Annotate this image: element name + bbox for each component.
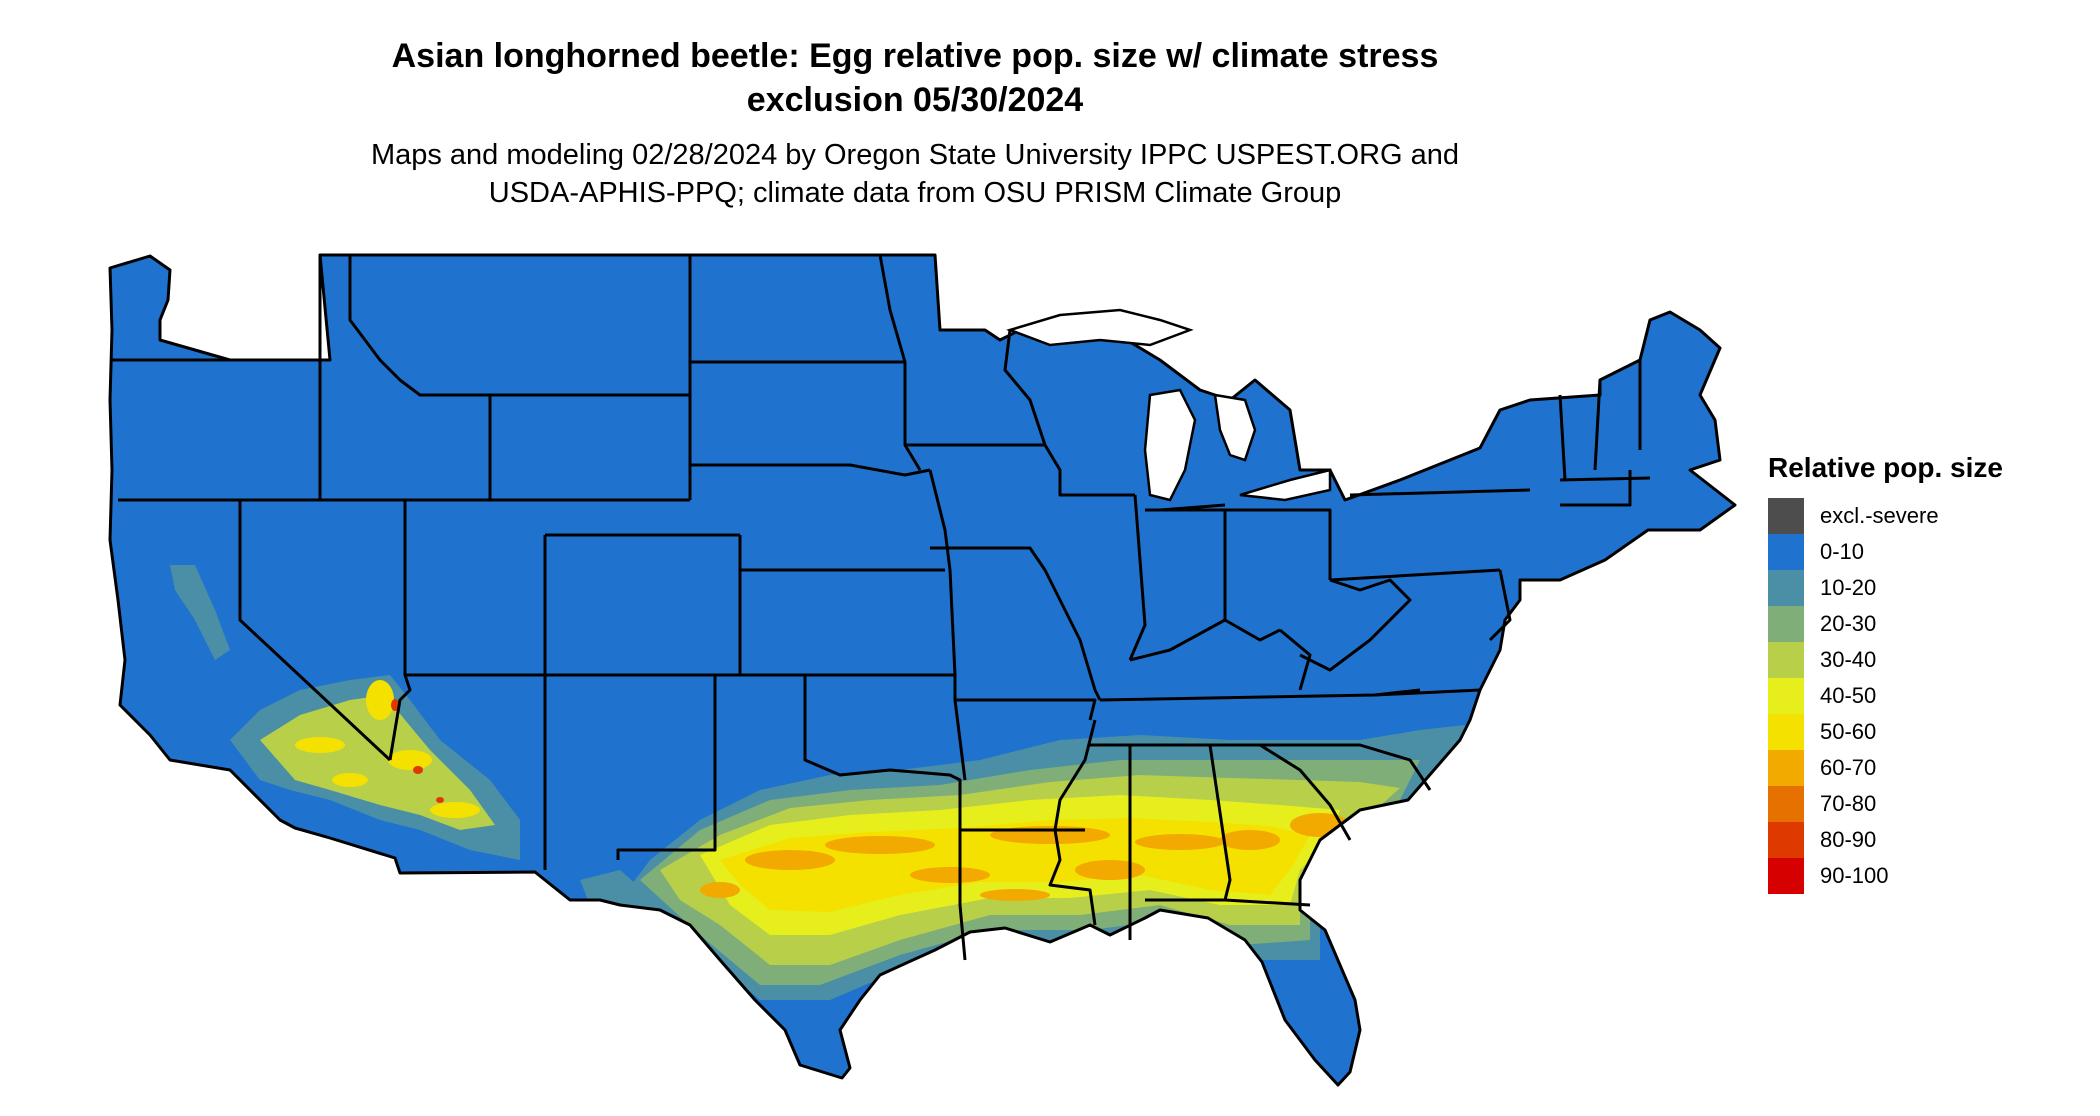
border-pa-ny <box>1349 488 1531 497</box>
border-ca-nv <box>238 500 392 762</box>
border-ma-south <box>1559 476 1651 482</box>
legend-item-70-80: 70-80 <box>1768 786 2003 822</box>
legend-swatch <box>1768 570 1804 606</box>
state-boundaries <box>108 253 1737 1087</box>
border-ky-east <box>1279 628 1312 691</box>
legend-items: excl.-severe 0-10 10-20 20-30 30-40 40-5… <box>1768 498 2003 894</box>
band-50-60-southwest-patches <box>295 680 480 818</box>
legend: Relative pop. size excl.-severe 0-10 10-… <box>1768 452 2003 894</box>
us-outline <box>108 253 1737 1087</box>
border-ks-mo <box>928 469 967 781</box>
border-ny-vt <box>1558 394 1567 481</box>
border-la-tx <box>958 830 967 961</box>
legend-label: 20-30 <box>1820 611 1877 636</box>
legend-swatch <box>1768 714 1804 750</box>
legend-swatch <box>1768 678 1804 714</box>
border-nc-sc <box>1300 743 1432 791</box>
legend-swatch <box>1768 750 1804 786</box>
legend-label: 30-40 <box>1820 647 1877 672</box>
border-ia-mo <box>930 546 1047 571</box>
great-lakes <box>1006 308 1332 502</box>
legend-label: 80-90 <box>1820 827 1877 852</box>
border-mi-oh <box>1159 503 1226 512</box>
legend-item-30-40: 30-40 <box>1768 642 2003 678</box>
legend-swatch <box>1768 534 1804 570</box>
legend-item-50-60: 50-60 <box>1768 714 2003 750</box>
legend-item-40-50: 40-50 <box>1768 678 2003 714</box>
map-subtitle-line-2: USDA-APHIS-PPQ; climate data from OSU PR… <box>488 177 1342 209</box>
border-ga-sc <box>1259 743 1352 841</box>
border-ct-ri <box>1560 470 1632 507</box>
border-va-nc <box>1374 688 1481 697</box>
border-ok-tx <box>715 673 962 905</box>
band-20-30-california-valley <box>170 565 230 660</box>
climate-bands <box>170 565 1470 1000</box>
border-nd-mn <box>878 254 922 471</box>
lake-huron <box>1213 393 1257 462</box>
map-title: Asian longhorned beetle: Egg relative po… <box>0 34 1830 122</box>
legend-item-excl-severe: excl.-severe <box>1768 498 2003 534</box>
lake-superior <box>1006 308 1194 347</box>
band-80-90-southwest-patches <box>391 699 444 803</box>
legend-label: 40-50 <box>1820 683 1877 708</box>
border-md-de <box>1488 569 1512 642</box>
map-subtitle: Maps and modeling 02/28/2024 by Oregon S… <box>0 136 1830 212</box>
legend-item-80-90: 80-90 <box>1768 822 2003 858</box>
border-il-in <box>1128 494 1147 661</box>
border-al-ga <box>1208 744 1232 901</box>
legend-title: Relative pop. size <box>1768 452 2003 483</box>
legend-swatch <box>1768 858 1804 894</box>
lake-michigan <box>1143 388 1197 502</box>
map-subtitle-line-1: Maps and modeling 02/28/2024 by Oregon S… <box>370 139 1460 171</box>
legend-swatch <box>1768 498 1804 534</box>
border-mo-ar <box>955 698 1097 721</box>
legend-item-0-10: 0-10 <box>1768 534 2003 570</box>
legend-item-20-30: 20-30 <box>1768 606 2003 642</box>
legend-label: 90-100 <box>1820 863 1889 888</box>
legend-swatch <box>1768 606 1804 642</box>
border-sd-ne <box>690 463 931 477</box>
border-mn-wi <box>1003 329 1047 446</box>
map-title-line-2: exclusion 05/30/2024 <box>746 81 1084 119</box>
us-base-fill <box>110 255 1735 1085</box>
legend-label: 10-20 <box>1820 575 1877 600</box>
lake-erie <box>1239 468 1332 502</box>
legend-item-10-20: 10-20 <box>1768 570 2003 606</box>
border-oh-east <box>1225 508 1332 580</box>
border-ms-river <box>1048 719 1097 926</box>
legend-swatch <box>1768 786 1804 822</box>
legend-label: 50-60 <box>1820 719 1877 744</box>
border-fl-al-ga <box>1145 898 1311 907</box>
legend-swatch <box>1768 822 1804 858</box>
border-wi-il <box>1043 444 1135 497</box>
legend-swatch <box>1768 642 1804 678</box>
band-30-40-southwest <box>260 695 495 830</box>
border-vt-nh <box>1593 379 1602 471</box>
legend-label: 60-70 <box>1820 755 1877 780</box>
map-title-line-1: Asian longhorned beetle: Egg relative po… <box>391 37 1439 75</box>
border-mo-east-river <box>1043 569 1102 701</box>
legend-label: 0-10 <box>1820 539 1865 564</box>
legend-item-60-70: 60-70 <box>1768 750 2003 786</box>
legend-item-90-100: 90-100 <box>1768 858 2003 894</box>
border-wv <box>1299 578 1412 672</box>
border-nm-east <box>616 675 717 860</box>
legend-label: 70-80 <box>1820 791 1877 816</box>
border-oh-ky-river <box>1129 618 1281 662</box>
border-pa-south <box>1329 568 1501 582</box>
legend-label: excl.-severe <box>1820 503 1939 528</box>
